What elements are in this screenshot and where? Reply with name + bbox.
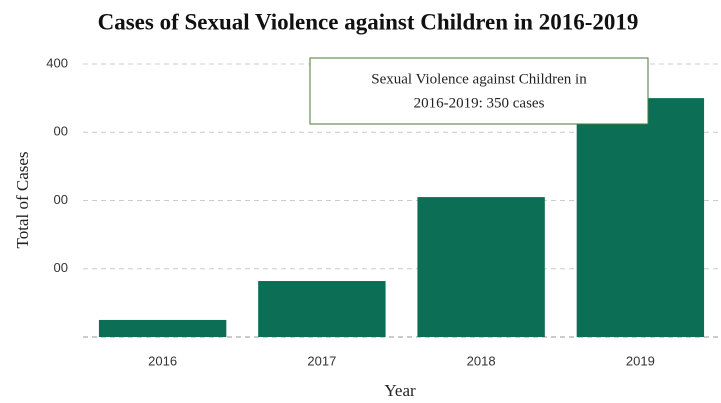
annotation-box	[309, 57, 649, 125]
chart-title: Cases of Sexual Violence against Childre…	[98, 9, 639, 34]
y-axis-label: Total of Cases	[13, 151, 32, 248]
bar	[98, 319, 227, 337]
y-tick-label: 00	[54, 124, 68, 139]
annotation-text: 2016-2019: 350 cases	[414, 95, 545, 111]
y-tick-label: 00	[54, 260, 68, 275]
x-tick-label: 2017	[307, 353, 336, 368]
bar	[576, 98, 705, 337]
bar	[258, 281, 386, 337]
x-tick-label: 2016	[148, 353, 177, 368]
x-tick-label: 2019	[626, 353, 655, 368]
y-tick-label: 400	[46, 55, 68, 70]
bar	[417, 197, 545, 337]
annotation-text: Sexual Violence against Children in	[371, 71, 587, 87]
x-tick-label: 2018	[467, 353, 496, 368]
y-tick-label: 00	[54, 192, 68, 207]
x-axis-label: Year	[384, 381, 416, 400]
